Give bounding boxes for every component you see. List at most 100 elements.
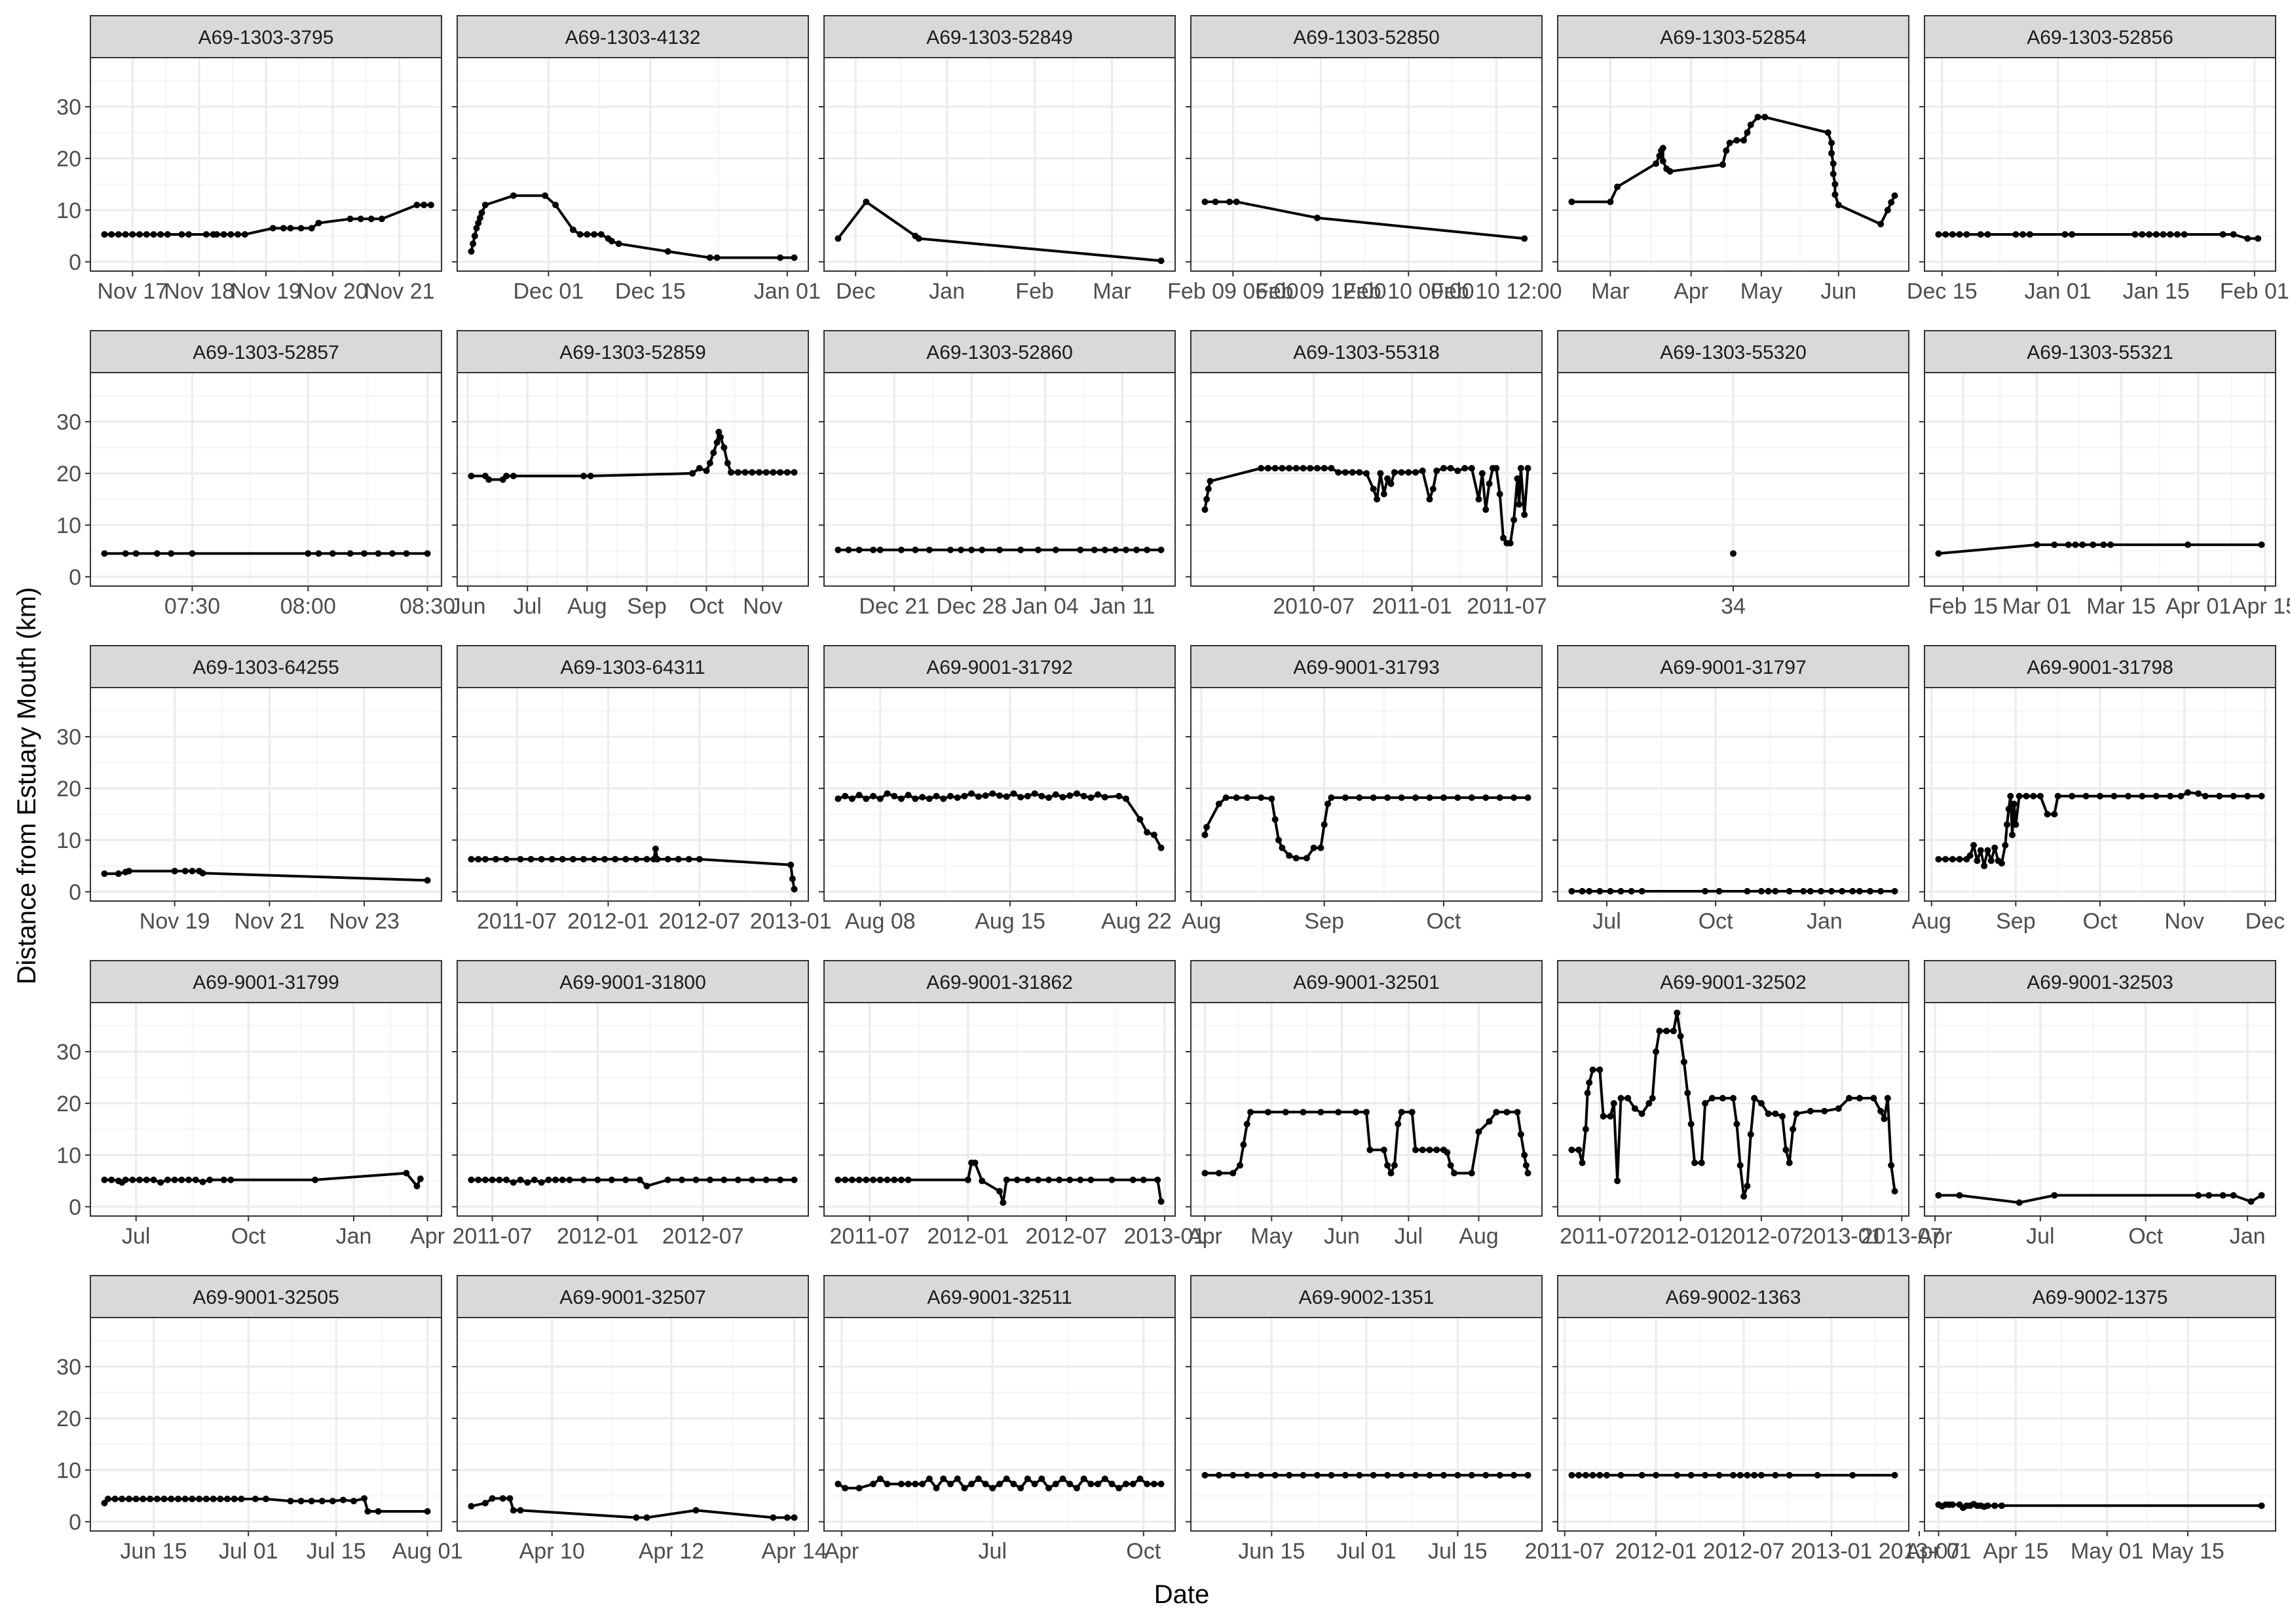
data-point — [689, 470, 696, 477]
data-point — [636, 1176, 643, 1183]
data-point — [125, 1496, 132, 1503]
data-point — [1881, 1115, 1888, 1122]
data-point — [227, 231, 235, 238]
data-point — [1884, 206, 1891, 213]
data-point — [1849, 1471, 1856, 1479]
data-point — [870, 546, 877, 553]
x-tick-label: Nov — [2164, 909, 2204, 934]
x-tick-label: Dec — [836, 279, 875, 304]
data-point — [2069, 792, 2076, 800]
data-point — [762, 469, 770, 476]
facet-panel: A69-1303-52859 Jun Jul Aug Sep Oct Nov — [450, 330, 809, 619]
data-point — [1313, 1471, 1321, 1479]
data-point — [2111, 792, 2118, 800]
data-point — [476, 214, 483, 221]
data-point — [1374, 496, 1381, 503]
facet-panel: A69-1303-4132 Dec 01 Dec 15 Jan 01 — [452, 15, 821, 304]
x-tick-label: Nov 19 — [231, 279, 301, 304]
data-point — [1835, 1105, 1842, 1112]
data-point — [510, 1179, 517, 1186]
data-point — [189, 1496, 196, 1503]
data-point — [1384, 1471, 1391, 1479]
facet-strip — [457, 960, 809, 1003]
data-point — [1757, 888, 1765, 895]
data-point — [2258, 1502, 2265, 1509]
facet-strip-label: A69-1303-52857 — [193, 342, 339, 363]
data-point — [361, 550, 368, 557]
data-point — [1233, 198, 1240, 206]
data-point — [961, 1485, 968, 1492]
data-point — [975, 793, 982, 800]
data-point — [2152, 231, 2160, 238]
data-point — [1237, 1162, 1244, 1169]
data-point — [1856, 888, 1863, 895]
x-tick-label: 2010-07 — [1273, 594, 1355, 619]
facet-strip-label: A69-9001-31800 — [559, 972, 706, 993]
data-point — [1814, 1471, 1821, 1479]
panel-border — [90, 1002, 442, 1217]
data-point — [715, 428, 723, 435]
y-tick-label: 10 — [56, 1143, 81, 1168]
data-point — [855, 546, 863, 553]
data-point — [492, 856, 499, 863]
x-tick-label: May — [1740, 279, 1782, 304]
data-point — [217, 1496, 224, 1503]
x-tick-label: 2012-07 — [1720, 1224, 1802, 1249]
data-point — [1243, 1120, 1250, 1128]
data-point — [1286, 852, 1293, 859]
data-point — [468, 1503, 475, 1510]
data-point — [506, 1495, 514, 1502]
data-point — [919, 794, 926, 801]
data-point — [1656, 1027, 1663, 1035]
data-point — [1024, 792, 1031, 800]
data-point — [584, 231, 591, 238]
data-point — [1203, 824, 1211, 831]
x-tick-label: 2012-01 — [567, 909, 649, 934]
data-point — [1507, 540, 1514, 547]
data-point — [1659, 157, 1666, 164]
x-tick-label: Jan 11 — [1090, 594, 1155, 619]
x-tick-label: 07:30 — [164, 594, 220, 619]
data-point — [1761, 113, 1769, 120]
x-tick-label: Apr — [824, 1539, 859, 1564]
data-point — [1370, 1471, 1377, 1479]
data-point — [347, 550, 354, 557]
facet-panel: A69-9001-31792 Aug 08 Aug 15 Aug 22 — [819, 645, 1176, 934]
data-point — [220, 1176, 227, 1183]
series-line — [471, 847, 796, 890]
data-point — [2065, 541, 2072, 548]
data-point — [1154, 1176, 1161, 1183]
facet-strip — [90, 15, 442, 58]
x-tick-label: Apr — [1188, 1224, 1222, 1249]
data-point — [1835, 201, 1842, 208]
data-point — [1956, 231, 1963, 238]
data-point — [1087, 1176, 1095, 1183]
data-point — [503, 472, 510, 479]
facet-strip — [1924, 960, 2276, 1003]
data-point — [1444, 1149, 1451, 1156]
data-point — [770, 1514, 777, 1521]
data-point — [101, 870, 108, 877]
data-point — [559, 856, 566, 863]
data-point — [545, 1176, 552, 1183]
data-point — [252, 1496, 259, 1503]
data-point — [580, 1176, 587, 1183]
facet-strip-label: A69-9001-31792 — [926, 657, 1073, 678]
facet-strip-label: A69-9002-1375 — [2033, 1287, 2168, 1308]
data-point — [1582, 1126, 1589, 1133]
facet-panel: A69-1303-55318 2010-07 2011-01 2011-07 — [1186, 330, 1547, 619]
data-point — [413, 201, 421, 208]
data-point — [1352, 1109, 1359, 1116]
data-point — [1991, 1502, 1999, 1509]
data-point — [897, 1481, 905, 1488]
data-point — [1942, 856, 1949, 863]
data-point — [224, 1496, 231, 1503]
data-point — [1144, 1481, 1151, 1488]
data-point — [1596, 1066, 1604, 1073]
data-point — [2016, 792, 2023, 800]
data-point — [1398, 1471, 1405, 1479]
panel-border — [1924, 1002, 2276, 1217]
data-point — [979, 1177, 986, 1185]
data-point — [919, 1481, 926, 1488]
data-point — [1935, 550, 1942, 557]
